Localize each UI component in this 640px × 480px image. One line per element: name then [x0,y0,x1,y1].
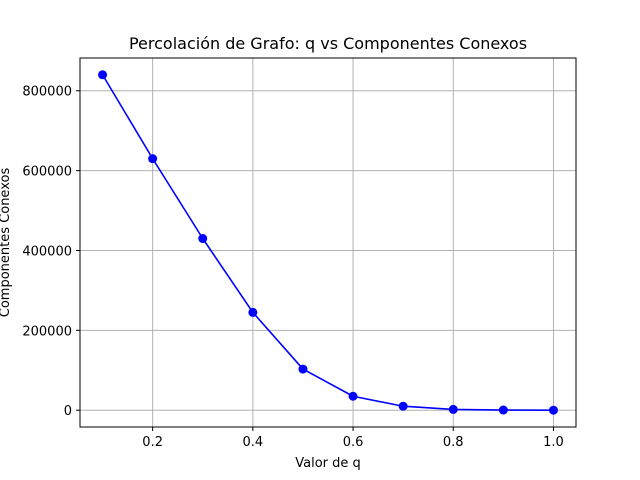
data-point [498,405,508,415]
series-layer [98,70,558,415]
x-tick-label: 0.4 [243,435,264,450]
y-tick-label: 600000 [22,165,72,180]
x-tick-label: 1.0 [543,435,564,450]
ticks: 0.2 0.4 0.6 0.8 1.0 0 200000 400000 600000 800000 [22,85,563,450]
data-point [348,391,358,401]
series-line [101,74,554,412]
data-point [398,401,408,411]
chart-title: Percolación de Grafo: q vs Componentes C… [129,34,527,53]
data-point [198,234,208,244]
x-tick-label: 0.8 [443,435,464,450]
data-point [248,307,258,317]
data-point [98,70,108,80]
data-point [148,154,158,164]
grid [80,58,576,427]
x-axis-title: Valor de q [295,456,361,471]
x-tick-label: 0.2 [142,435,163,450]
y-axis-title: Componentes Conexos [0,168,13,318]
y-tick-label: 800000 [22,85,72,100]
data-point [298,364,308,374]
plot-frame [79,57,577,428]
y-tick-label: 0 [64,404,72,419]
data-point [448,404,458,414]
y-tick-label: 400000 [22,244,72,259]
x-tick-label: 0.6 [343,435,364,450]
data-point [548,405,558,415]
y-tick-label: 200000 [22,324,72,339]
